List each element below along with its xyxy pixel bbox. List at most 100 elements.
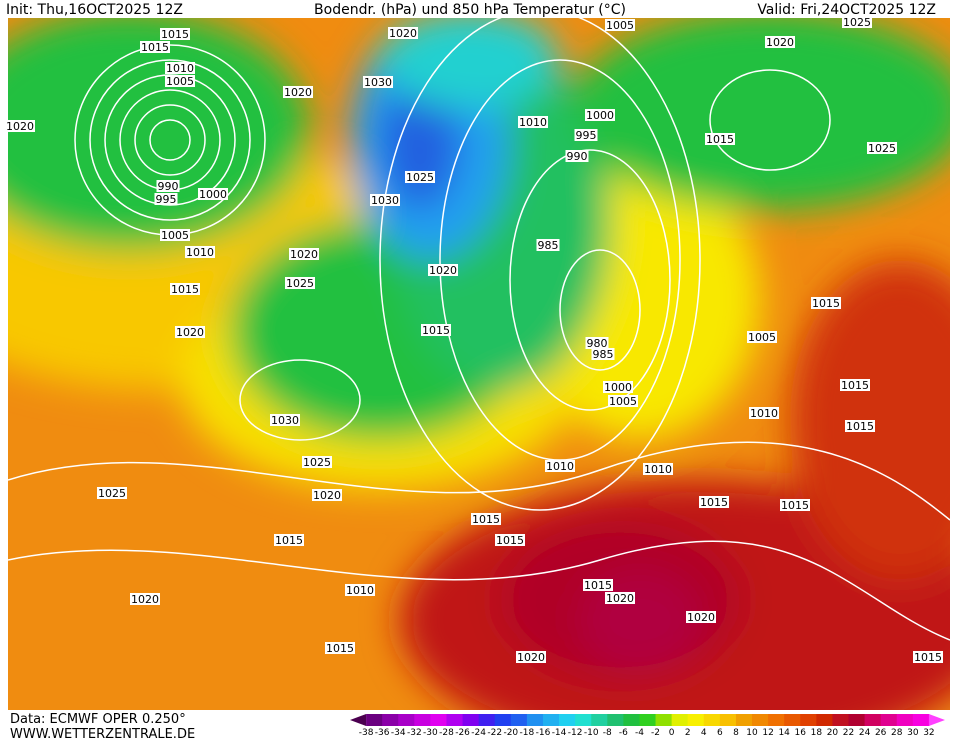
isobar-label-box <box>591 348 615 360</box>
isobar-label-box <box>545 460 575 472</box>
isobar-label: 1020 <box>131 593 159 606</box>
isobar-label-box <box>302 456 332 468</box>
isobar-label: 1015 <box>472 513 500 526</box>
colorbar-swatch <box>752 714 769 726</box>
isobar-label: 1015 <box>706 133 734 146</box>
isobar-label: 1010 <box>644 463 672 476</box>
isobar-label-box <box>363 76 393 88</box>
colorbar-label: -36 <box>375 728 390 738</box>
isobar-label-box <box>699 496 729 508</box>
isobar-label: 1020 <box>389 27 417 40</box>
isobar-label-box <box>345 584 375 596</box>
isobar-label-box <box>289 248 319 260</box>
isobar-label: 1005 <box>748 331 776 344</box>
isobar-label: 1000 <box>604 381 632 394</box>
colorbar-label: 12 <box>762 728 773 738</box>
isobar-label: 1030 <box>271 414 299 427</box>
colorbar-swatch <box>816 714 833 726</box>
colorbar-label: -18 <box>520 728 535 738</box>
colorbar-label: 28 <box>891 728 903 738</box>
colorbar-swatch <box>671 714 689 726</box>
isobar-label: 1030 <box>364 76 392 89</box>
colorbar-label: -6 <box>619 728 628 738</box>
isobar-label: 1000 <box>586 109 614 122</box>
colorbar-swatch <box>446 714 464 726</box>
colorbar-label: 4 <box>701 728 707 738</box>
isobar-label: 1025 <box>286 277 314 290</box>
isobar-label-box <box>285 277 315 289</box>
isobar-label: 1005 <box>166 75 194 88</box>
isobar-label: 1020 <box>290 248 318 261</box>
isobar-label: 1015 <box>846 420 874 433</box>
isobar-label-box <box>165 62 195 74</box>
map-title: Bodendr. (hPa) und 850 hPa Temperatur (°… <box>314 2 626 18</box>
colorbar-swatch <box>784 714 801 726</box>
isobar-label: 1015 <box>161 28 189 41</box>
isobar-label: 1005 <box>606 19 634 32</box>
isobar-label: 1015 <box>275 534 303 547</box>
colorbar-label: -26 <box>455 728 470 738</box>
colorbar-swatch <box>526 714 544 726</box>
colorbar-swatch <box>639 714 657 726</box>
colorbar-label: -8 <box>603 728 612 738</box>
isobar-label-box <box>605 592 635 604</box>
colorbar-label: -34 <box>391 728 406 738</box>
isobar-label: 1015 <box>700 496 728 509</box>
isobar-label-box <box>405 171 435 183</box>
isobar-label-box <box>913 651 943 663</box>
isobar-label: 1015 <box>422 324 450 337</box>
isobar-label-box <box>185 246 215 258</box>
isobar-label-box <box>270 414 300 426</box>
isobar-label-box <box>428 264 458 276</box>
colorbar-swatch <box>800 714 817 726</box>
isobar-label-box <box>574 129 598 141</box>
colorbar-swatch <box>510 714 528 726</box>
colorbar-swatch <box>703 714 721 726</box>
isobar-label: 985 <box>538 239 559 252</box>
isobar-label-box <box>165 75 195 87</box>
colorbar-swatch <box>559 714 576 726</box>
colorbar-swatch <box>623 714 640 726</box>
colorbar-swatch <box>880 714 898 726</box>
isobar-label: 1015 <box>914 651 942 664</box>
colorbar-swatch <box>719 714 737 726</box>
isobar-label: 995 <box>576 129 597 142</box>
colorbar-swatch <box>655 714 673 726</box>
isobar-label-box <box>495 534 525 546</box>
isobar-label-box <box>312 489 342 501</box>
colorbar-swatch <box>398 714 415 726</box>
isobar-label-box <box>97 487 127 499</box>
isobar-label-box <box>325 642 355 654</box>
isobar-label-box <box>536 239 560 251</box>
isobar-label-box <box>274 534 304 546</box>
isobar-label: 1020 <box>176 326 204 339</box>
isobar-label-box <box>471 513 501 525</box>
colorbar: -38 -36 -34 -32 -30 -28 -26 -24 -22 -20 -18 -16 -14-… <box>350 714 945 738</box>
isobar-label-box <box>160 28 190 40</box>
colorbar-swatch <box>366 714 383 726</box>
colorbar-label: 20 <box>827 728 839 738</box>
colorbar-swatch <box>478 714 496 726</box>
colorbar-label: -38 <box>359 728 374 738</box>
isobar-label: 1025 <box>98 487 126 500</box>
colorbar-label: -28 <box>439 728 454 738</box>
colorbar-swatch <box>462 714 480 726</box>
isobar-label-box <box>780 499 810 511</box>
isobar-label: 1015 <box>326 642 354 655</box>
data-source: Data: ECMWF OPER 0.250° <box>10 712 186 727</box>
isobar-label-box <box>608 395 638 407</box>
isobar-label-box <box>388 27 418 39</box>
isobar-label-box <box>516 651 546 663</box>
isobar-label: 1020 <box>517 651 545 664</box>
isobar-label: 1010 <box>186 246 214 259</box>
isobar-label-box <box>198 188 228 200</box>
colorbar-label: 22 <box>843 728 854 738</box>
colorbar-label: -2 <box>651 728 660 738</box>
colorbar-swatch <box>768 714 785 726</box>
isobar-label-box <box>154 193 178 205</box>
colorbar-label: -20 <box>503 728 518 738</box>
isobar-label: 1025 <box>406 171 434 184</box>
colorbar-swatch <box>607 714 624 726</box>
isobar-label: 1015 <box>841 379 869 392</box>
colorbar-label: 32 <box>923 728 934 738</box>
